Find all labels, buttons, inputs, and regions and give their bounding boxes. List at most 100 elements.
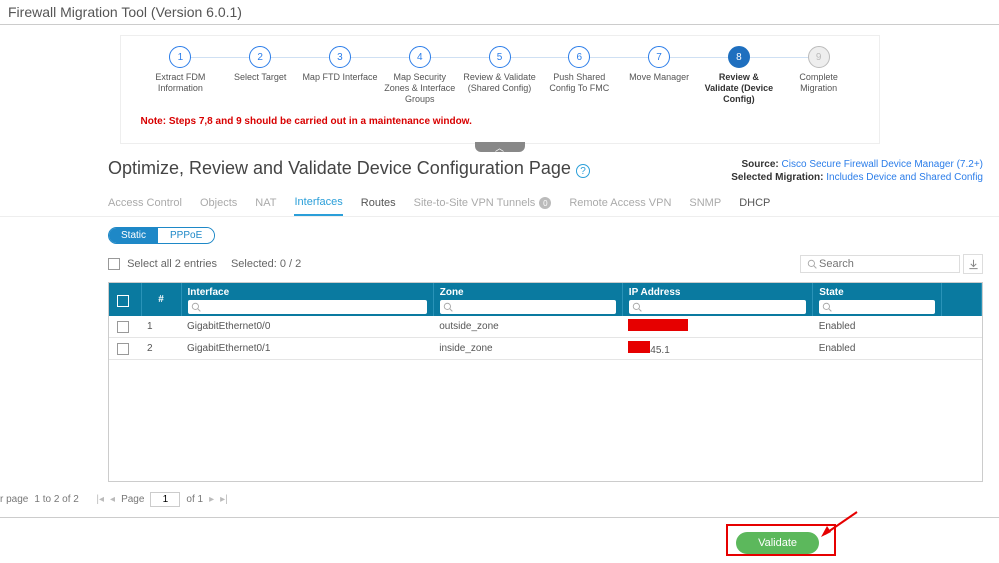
step-circle: 1: [169, 46, 191, 68]
step-1[interactable]: 1Extract FDM Information: [141, 46, 221, 94]
search-input[interactable]: [817, 257, 937, 271]
step-2[interactable]: 2 Select Target: [220, 46, 300, 83]
tab-interfaces[interactable]: Interfaces: [294, 196, 342, 216]
step-circle: 5: [489, 46, 511, 68]
col-interface-search[interactable]: [188, 300, 427, 314]
source-label: Source:: [742, 159, 779, 170]
pill-pppoe[interactable]: PPPoE: [158, 228, 214, 243]
pager-prefix: r page: [0, 494, 28, 505]
validate-area: Validate: [0, 518, 999, 563]
col-num: #: [141, 283, 181, 316]
col-interface[interactable]: Interface: [181, 283, 433, 316]
step-label: Select Target: [220, 72, 300, 83]
step-circle: 2: [249, 46, 271, 68]
selection-row: Select all 2 entries Selected: 0 / 2: [0, 250, 999, 282]
pager-page-input[interactable]: [150, 492, 180, 507]
row-checkbox[interactable]: [117, 343, 129, 355]
download-icon: [968, 259, 979, 270]
tab-objects: Objects: [200, 197, 237, 215]
tab-badge: 0: [539, 197, 551, 209]
step-circle: 4: [409, 46, 431, 68]
tab-dhcp[interactable]: DHCP: [739, 197, 770, 215]
tab-routes[interactable]: Routes: [361, 197, 396, 215]
stepper-container: 1Extract FDM Information 2 Select Target 3 M…: [0, 25, 999, 144]
select-all-checkbox[interactable]: [108, 258, 120, 270]
pager-prev-icon[interactable]: ◂: [110, 494, 115, 505]
step-9[interactable]: 9Complete Migration: [779, 46, 859, 94]
validate-button[interactable]: Validate: [736, 532, 819, 554]
step-label: Move Manager: [619, 72, 699, 83]
col-ip[interactable]: IP Address: [622, 283, 812, 316]
selected-migration-link[interactable]: Includes Device and Shared Config: [826, 172, 983, 183]
pager-last-icon[interactable]: ▸|: [220, 494, 228, 505]
cell-state: Enabled: [813, 316, 942, 338]
cell-ip: 45.1: [622, 338, 812, 360]
app-title: Firewall Migration Tool (Version 6.0.1): [8, 4, 242, 20]
cell-zone: inside_zone: [433, 338, 622, 360]
cell-state: Enabled: [813, 338, 942, 360]
tab-nat: NAT: [255, 197, 276, 215]
step-label: Map Security Zones & Interface Groups: [380, 72, 460, 104]
page-title: Optimize, Review and Validate Device Con…: [108, 158, 571, 178]
cell-ip: [622, 316, 812, 338]
step-label: Review & Validate (Shared Config): [460, 72, 540, 94]
step-label: Push Shared Config To FMC: [539, 72, 619, 94]
tab-access-control: Access Control: [108, 197, 182, 215]
tabs: Access Control Objects NAT Interfaces Routes…: [0, 188, 999, 217]
pager-first-icon[interactable]: |◂: [96, 494, 104, 505]
download-button[interactable]: [963, 254, 983, 274]
tab-remote-access-vpn: Remote Access VPN: [569, 197, 671, 215]
step-label: Map FTD Interface: [300, 72, 380, 83]
col-zone[interactable]: Zone: [433, 283, 622, 316]
step-7[interactable]: 7 Move Manager: [619, 46, 699, 83]
pager-of-label: of 1: [186, 494, 203, 505]
collapse-handle[interactable]: ︿: [475, 142, 525, 152]
table-row[interactable]: 1GigabitEthernet0/0outside_zoneEnabled: [109, 316, 982, 338]
interfaces-table: # Interface Zone IP Address State: [109, 283, 982, 360]
stepper: 1Extract FDM Information 2 Select Target 3 M…: [120, 35, 880, 144]
header-checkbox[interactable]: [117, 295, 129, 307]
col-ip-search[interactable]: [629, 300, 806, 314]
steps-row: 1Extract FDM Information 2 Select Target 3 M…: [141, 46, 859, 104]
step-8[interactable]: 8 Review & Validate (Device Config): [699, 46, 779, 104]
redacted-ip: [628, 341, 650, 353]
step-circle: 3: [329, 46, 351, 68]
selected-count: Selected: 0 / 2: [231, 258, 301, 270]
row-checkbox[interactable]: [117, 321, 129, 333]
step-3[interactable]: 3 Map FTD Interface: [300, 46, 380, 83]
pill-static[interactable]: Static: [109, 228, 158, 243]
table-row[interactable]: 2GigabitEthernet0/1inside_zone45.1Enable…: [109, 338, 982, 360]
search-box[interactable]: [800, 255, 960, 273]
select-all-label[interactable]: Select all 2 entries: [108, 258, 217, 270]
step-circle: 7: [648, 46, 670, 68]
step-6[interactable]: 6 Push Shared Config To FMC: [539, 46, 619, 94]
col-state[interactable]: State: [813, 283, 942, 316]
step-label: Complete Migration: [779, 72, 859, 94]
col-zone-search[interactable]: [440, 300, 616, 314]
step-circle: 8: [728, 46, 750, 68]
step-circle: 6: [568, 46, 590, 68]
cell-num: 2: [141, 338, 181, 360]
table-body: 1GigabitEthernet0/0outside_zoneEnabled2G…: [109, 316, 982, 360]
search-icon: [807, 259, 817, 269]
annotation-arrow-icon: [819, 510, 859, 540]
pager: r page 1 to 2 of 2 |◂ ◂ Page of 1 ▸ ▸|: [0, 482, 999, 513]
step-label: Review & Validate (Device Config): [699, 72, 779, 104]
step-5[interactable]: 5 Review & Validate (Shared Config): [460, 46, 540, 94]
cell-num: 1: [141, 316, 181, 338]
source-link[interactable]: Cisco Secure Firewall Device Manager (7.…: [782, 159, 983, 170]
cell-interface: GigabitEthernet0/0: [181, 316, 433, 338]
col-checkbox: [109, 283, 141, 316]
cell-interface: GigabitEthernet0/1: [181, 338, 433, 360]
redacted-ip: [628, 319, 688, 331]
app-title-bar: Firewall Migration Tool (Version 6.0.1): [0, 0, 999, 25]
pager-range: 1 to 2 of 2: [34, 494, 78, 505]
col-state-search[interactable]: [819, 300, 935, 314]
pager-next-icon[interactable]: ▸: [209, 494, 214, 505]
sub-tab-controls: Static PPPoE: [0, 217, 999, 250]
col-actions: [942, 283, 982, 316]
tab-site-to-site-vpn-tunnels: Site-to-Site VPN Tunnels0: [414, 197, 552, 215]
step-4[interactable]: 4 Map Security Zones & Interface Groups: [380, 46, 460, 104]
info-icon[interactable]: ?: [576, 164, 590, 178]
maintenance-note: Note: Steps 7,8 and 9 should be carried …: [141, 116, 859, 127]
